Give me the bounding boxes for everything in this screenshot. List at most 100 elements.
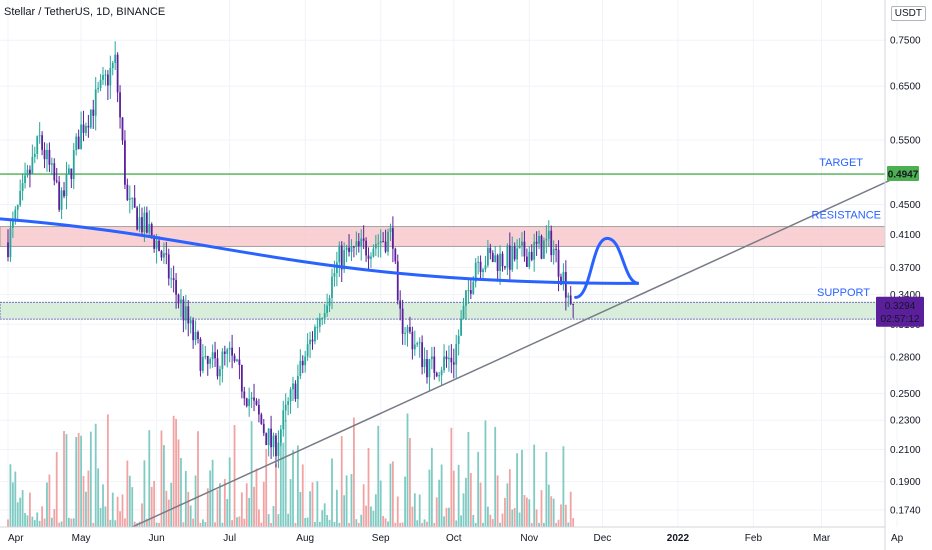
volume-bar [399,522,402,527]
candle-body [53,163,56,181]
volume-bar [428,469,431,527]
candle-body [328,298,331,306]
candle-body [306,344,309,357]
volume-bar [172,415,175,527]
volume-bar [394,522,397,527]
volume-bar [309,491,311,527]
candle-body [535,241,538,244]
volume-bar [374,494,377,527]
candle-body [11,219,14,228]
candle-body [219,368,221,377]
volume-bar [340,436,343,527]
volume-bar [413,493,416,527]
candle-body [155,240,158,249]
candle-body [194,332,197,341]
candle-body [277,442,280,457]
x-tick-label: Nov [520,533,538,544]
volume-bar [201,519,204,527]
volume-bar [523,495,526,527]
candle-body [265,433,268,446]
volume-bar [41,506,44,527]
candle-body [379,241,382,244]
volume-bar [148,430,151,527]
volume-bar [111,492,114,527]
volume-bar [126,460,129,527]
y-tick-label: 0.1900 [890,477,921,488]
candle-body [472,281,475,294]
candle-body [163,253,165,258]
volume-bar [46,482,48,527]
volume-bar [97,468,100,527]
volume-bar [253,486,255,527]
volume-bar [321,510,324,527]
volume-bar [250,421,253,527]
y-tick-label: 0.3700 [890,263,921,274]
candle-body [430,356,433,360]
candle-body [301,360,304,366]
candle-body [513,246,516,260]
y-tick-label: 0.6500 [890,82,921,93]
candle-body [197,332,199,339]
volume-bar [450,427,453,527]
candle-body [401,308,404,334]
candle-body [170,278,173,280]
volume-bar [128,475,131,527]
candle-body [114,54,117,63]
candle-body [396,261,399,301]
volume-bar [170,482,173,527]
volume-bar [533,444,536,527]
chart-title: Stellar / TetherUS, 1D, BINANCE [4,6,166,18]
candle-body [55,180,58,182]
candle-body [50,163,53,165]
volume-bar [194,475,197,527]
candle-body [560,276,562,285]
volume-bar [525,497,528,527]
volume-bar [131,487,134,527]
candle-body [14,209,17,220]
candle-body [158,240,160,252]
candle-body [438,375,441,377]
volume-bar [438,479,441,527]
candle-body [294,383,297,399]
candle-body [501,253,504,267]
candle-body [289,389,292,402]
candle-body [518,245,521,249]
target-price-badge [887,166,919,182]
volume-bar [350,474,353,527]
volume-bar [177,439,180,527]
volume-bar [311,482,314,527]
candle-body [260,414,263,424]
volume-bar [121,494,124,527]
volume-bar [469,472,472,527]
candle-body [87,125,90,128]
candle-body [231,347,234,356]
candle-body [126,184,129,200]
candle-body [201,356,204,371]
candle-body [533,241,536,260]
volume-bar [379,480,382,527]
volume-bar [372,510,375,527]
x-tick-label: Ap [891,533,904,544]
candle-body [296,376,299,399]
candle-body [521,241,523,246]
candle-body [165,253,168,255]
y-tick-label: 0.2100 [890,445,921,456]
candle-body [153,235,156,249]
y-tick-label: 0.2300 [890,416,921,427]
volume-bar [477,451,480,527]
currency-button[interactable]: USDT [890,6,926,21]
volume-bar [153,480,156,527]
candle-body [343,250,346,270]
volume-bar [491,519,494,527]
candle-body [243,391,246,399]
candle-body [457,335,460,345]
candle-body [141,217,143,233]
volume-bar [406,413,409,527]
volume-bar [243,518,246,527]
volume-bar [401,522,404,527]
candle-body [24,175,26,184]
y-tick-label: 0.4500 [890,200,921,211]
volume-bar [355,519,358,527]
volume-bar [486,506,489,527]
